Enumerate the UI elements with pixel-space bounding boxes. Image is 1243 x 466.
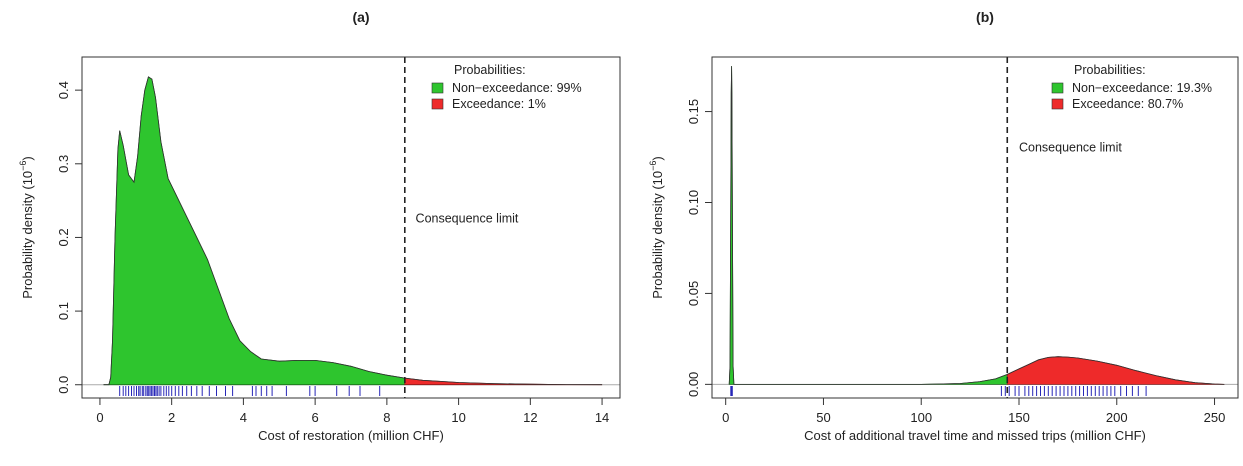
rug-plot <box>730 386 1147 396</box>
y-axis-title-close: ) <box>20 156 35 160</box>
legend-title: Probabilities: <box>1074 63 1146 77</box>
non-exceedance-area <box>103 76 406 386</box>
legend-entry: Exceedance: 80.7% <box>1072 97 1183 111</box>
panel-a: (a) Consequence limit 0 2 4 6 8 10 12 14 0.0 0.1 0.2… <box>18 9 621 443</box>
y-axis-title-exponent: −6 <box>648 161 658 171</box>
rug-plot <box>119 386 381 396</box>
x-tick-label: 14 <box>595 410 609 425</box>
x-tick-label: 10 <box>451 410 465 425</box>
y-tick-label: 0.05 <box>686 281 701 306</box>
x-tick-label: 12 <box>523 410 537 425</box>
legend: Probabilities: Non−exceedance: 99% Exceeda… <box>431 63 582 111</box>
consequence-limit-label: Consequence limit <box>1019 141 1122 155</box>
x-tick-label: 0 <box>722 410 729 425</box>
x-tick-label: 2 <box>168 410 175 425</box>
panel-label: (b) <box>976 9 994 25</box>
y-axis-title: Probability density (10−6) <box>18 156 35 299</box>
legend-swatch <box>1051 98 1064 110</box>
y-axis-title: Probability density (10−6) <box>648 156 665 299</box>
density-curve <box>728 66 1225 385</box>
legend-swatch <box>431 98 444 110</box>
non-exceedance-area <box>728 66 1008 385</box>
y-tick-label: 0.1 <box>56 302 71 320</box>
y-tick-label: 0.4 <box>56 81 71 99</box>
density-curve <box>103 76 603 386</box>
consequence-limit-label: Consequence limit <box>416 212 519 226</box>
x-tick-label: 200 <box>1106 410 1128 425</box>
legend-title: Probabilities: <box>454 63 526 77</box>
y-tick-label: 0.00 <box>686 372 701 397</box>
legend: Probabilities: Non−exceedance: 19.3% Excee… <box>1051 63 1212 111</box>
y-axis-title-main: Probability density (10 <box>650 171 665 299</box>
y-tick-label: 0.2 <box>56 228 71 246</box>
x-tick-label: 250 <box>1204 410 1226 425</box>
panel-b: (b) Consequence limit 0 50 100 150 200 250 0.00 0… <box>648 9 1239 443</box>
legend-swatch <box>431 82 444 94</box>
legend-entry: Non−exceedance: 19.3% <box>1072 81 1212 95</box>
y-axis-title-main: Probability density (10 <box>20 171 35 299</box>
plot-frame <box>711 56 1239 399</box>
legend-swatch <box>1051 82 1064 94</box>
x-axis-title: Cost of restoration (million CHF) <box>258 428 444 443</box>
y-axis-title-exponent: −6 <box>18 161 28 171</box>
x-axis-title: Cost of additional travel time and misse… <box>804 428 1146 443</box>
x-tick-label: 8 <box>383 410 390 425</box>
x-tick-label: 50 <box>816 410 830 425</box>
x-tick-label: 4 <box>240 410 247 425</box>
y-tick-label: 0.0 <box>56 376 71 394</box>
panel-label: (a) <box>352 9 369 25</box>
y-tick-label: 0.3 <box>56 155 71 173</box>
y-tick-label: 0.10 <box>686 190 701 215</box>
legend-entry: Non−exceedance: 99% <box>452 81 582 95</box>
exceedance-area <box>1006 356 1225 385</box>
x-tick-label: 100 <box>910 410 932 425</box>
legend-entry: Exceedance: 1% <box>452 97 546 111</box>
x-tick-label: 6 <box>312 410 319 425</box>
y-tick-label: 0.15 <box>686 99 701 124</box>
x-tick-label: 0 <box>96 410 103 425</box>
x-tick-label: 150 <box>1008 410 1030 425</box>
plot-frame <box>81 56 621 399</box>
y-axis-title-close: ) <box>650 156 665 160</box>
